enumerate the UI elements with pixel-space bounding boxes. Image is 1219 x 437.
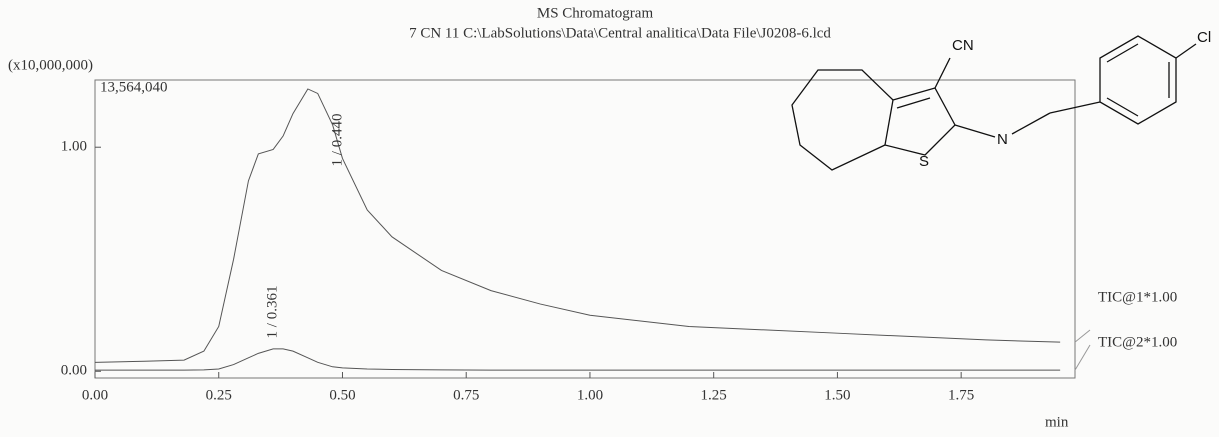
- thiophene-ring: [884, 87, 956, 156]
- double-bond: [1106, 97, 1139, 117]
- series-line: [95, 348, 1061, 371]
- x-tick-label: 1.75: [948, 387, 974, 403]
- cn-bond: [934, 57, 951, 89]
- structure: CN Cl N S: [791, 29, 1211, 171]
- x-tick-label: 1.50: [824, 387, 850, 403]
- atom-label: CN: [952, 37, 974, 54]
- imine-bond: [1011, 112, 1051, 135]
- legend-leader: [1074, 329, 1091, 343]
- atom-label: Cl: [1197, 29, 1211, 46]
- cycloheptane-ring: [791, 69, 894, 171]
- x-axis-label: min: [1045, 414, 1069, 430]
- x-tick-label: 0.25: [206, 387, 232, 403]
- x-tick-label: 1.25: [701, 387, 727, 403]
- legend-label: TIC@1*1.00: [1098, 289, 1177, 305]
- ch-bond: [1049, 101, 1101, 114]
- y-multiplier: (x10,000,000): [8, 57, 93, 73]
- legend-leader: [1074, 344, 1091, 371]
- benzene-ring: [1099, 35, 1177, 125]
- double-bond: [1106, 43, 1139, 63]
- x-tick-label: 1.00: [577, 387, 603, 403]
- y-tick-label: 1.00: [61, 139, 87, 155]
- series-line: [94, 88, 1061, 363]
- x-tick-label: 0.00: [82, 387, 108, 403]
- legend-label: TIC@2*1.00: [1098, 334, 1177, 350]
- x-tick-label: 0.50: [329, 387, 355, 403]
- max-intensity: 13,564,040: [100, 79, 168, 95]
- cl-bond: [1175, 43, 1197, 59]
- double-bond: [896, 97, 931, 109]
- x-tick-label: 0.75: [453, 387, 479, 403]
- plot-frame: [94, 79, 1076, 379]
- chart-subtitle: 7 CN 11 C:\LabSolutions\Data\Central ana…: [409, 25, 831, 41]
- chart-title: MS Chromatogram: [537, 5, 654, 21]
- atom-label: S: [919, 153, 929, 170]
- y-tick-label: 0.00: [61, 363, 87, 379]
- atom-label: N: [997, 131, 1008, 148]
- cn-bond: [954, 124, 996, 138]
- peak-label: 1 / 0.361: [264, 286, 280, 339]
- peak-label: 1 / 0.440: [329, 114, 345, 167]
